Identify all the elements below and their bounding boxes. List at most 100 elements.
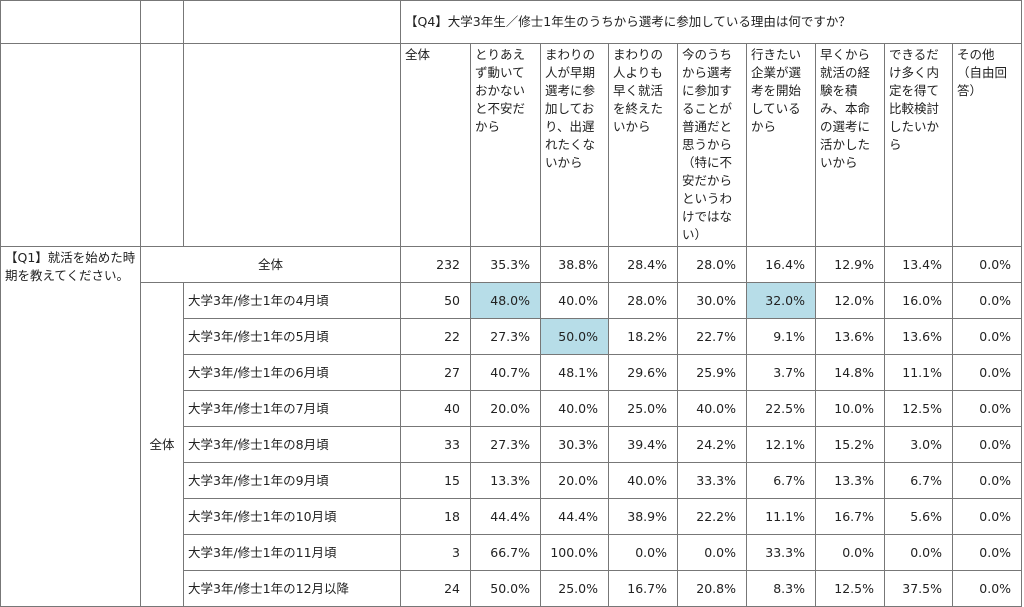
count-cell: 232 (400, 246, 471, 283)
value-cell: 8.3% (746, 570, 816, 607)
value-cell: 38.8% (540, 246, 609, 283)
value-cell: 33.3% (677, 462, 747, 499)
value-cell: 24.2% (677, 426, 747, 463)
value-cell: 0.0% (951, 570, 1023, 607)
value-cell: 48.1% (540, 354, 609, 391)
value-cell: 11.1% (884, 354, 953, 391)
value-cell: 9.1% (746, 318, 816, 355)
row-label: 大学3年/修士1年の5月頃 (183, 318, 401, 355)
table-row: 全体 大学3年/修士1年の4月頃 50 48.0% 40.0% 28.0% 30.0% 32.… (1, 282, 1023, 607)
value-cell: 16.4% (746, 246, 816, 283)
count-cell: 33 (400, 426, 471, 463)
value-cell: 12.0% (815, 282, 885, 319)
value-cell: 40.7% (470, 354, 541, 391)
count-cell: 18 (400, 498, 471, 535)
value-cell: 16.0% (884, 282, 953, 319)
value-cell: 16.7% (608, 570, 678, 607)
value-cell: 14.8% (815, 354, 885, 391)
count-cell: 27 (400, 354, 471, 391)
value-cell: 20.0% (470, 390, 541, 427)
value-cell: 44.4% (470, 498, 541, 535)
value-cell: 25.0% (608, 390, 678, 427)
value-cell: 0.0% (815, 534, 885, 571)
column-header: まわりの人が早期選考に参加しており、出遅れたくないから (540, 43, 609, 247)
column-header: 早くから就活の経験を積み、本命の選考に活かしたいから (815, 43, 885, 247)
value-cell: 22.5% (746, 390, 816, 427)
row-label: 大学3年/修士1年の7月頃 (183, 390, 401, 427)
value-cell: 0.0% (951, 462, 1023, 499)
count-cell: 22 (400, 318, 471, 355)
table-row: 大学3年/修士1年の8月頃 33 27.3% 30.3% 39.4% 24.2% 12.1%… (1, 426, 1023, 463)
question-title: 【Q1】就活を始めた時期を教えてください。 (0, 246, 141, 607)
table-row: 【Q4】大学3年生／修士1年生のうちから選考に参加している理由は何ですか？ (0, 0, 1023, 44)
value-cell: 16.7% (815, 498, 885, 535)
value-cell: 27.3% (470, 426, 541, 463)
value-cell: 13.6% (815, 318, 885, 355)
value-cell: 13.3% (815, 462, 885, 499)
value-cell: 22.2% (677, 498, 747, 535)
value-cell: 37.5% (884, 570, 953, 607)
value-cell: 100.0% (540, 534, 609, 571)
column-header: 行きたい企業が選考を開始しているから (746, 43, 816, 247)
value-cell: 33.3% (746, 534, 816, 571)
question-title: 【Q4】大学3年生／修士1年生のうちから選考に参加している理由は何ですか？ (399, 0, 1023, 44)
column-header: とりあえず動いておかないと不安だから (470, 43, 541, 247)
row-label: 大学3年/修士1年の9月頃 (183, 462, 401, 499)
column-header: 今のうちから選考に参加することが普通だと思うから（特に不安だからというわけではな… (677, 43, 747, 247)
table-row: 大学3年/修士1年の10月頃 18 44.4% 44.4% 38.9% 22.2% 11.1… (1, 498, 1023, 535)
value-cell: 3.0% (884, 426, 953, 463)
empty-cell (183, 0, 401, 44)
value-cell: 29.6% (608, 354, 678, 391)
value-cell: 0.0% (951, 498, 1023, 535)
row-label: 大学3年/修士1年の4月頃 (183, 282, 401, 319)
row-label: 大学3年/修士1年の6月頃 (183, 354, 401, 391)
value-cell: 20.0% (540, 462, 609, 499)
empty-cell (140, 0, 184, 44)
value-cell: 18.2% (608, 318, 678, 355)
value-cell: 0.0% (951, 354, 1023, 391)
value-cell: 40.0% (540, 390, 609, 427)
value-cell: 50.0% (470, 570, 541, 607)
value-cell: 44.4% (540, 498, 609, 535)
value-cell: 5.6% (884, 498, 953, 535)
value-cell: 0.0% (951, 390, 1023, 427)
row-label: 大学3年/修士1年の10月頃 (183, 498, 401, 535)
value-cell: 15.2% (815, 426, 885, 463)
value-cell: 22.7% (677, 318, 747, 355)
value-cell: 10.0% (815, 390, 885, 427)
value-cell: 40.0% (677, 390, 747, 427)
table-row: 大学3年/修士1年の5月頃 22 27.3% 50.0% 18.2% 22.7% 9.1% 1… (1, 318, 1023, 355)
value-cell: 35.3% (470, 246, 541, 283)
count-cell: 15 (400, 462, 471, 499)
value-cell: 0.0% (951, 426, 1023, 463)
value-cell: 50.0% (540, 318, 609, 355)
count-cell: 24 (400, 570, 471, 607)
value-cell: 0.0% (951, 318, 1023, 355)
value-cell: 32.0% (746, 282, 816, 319)
table-row: 全体 とりあえず動いておかないと不安だから まわりの人が早期選考に参加しており、出遅… (0, 43, 1023, 247)
value-cell: 30.3% (540, 426, 609, 463)
value-cell: 13.4% (884, 246, 953, 283)
value-cell: 48.0% (470, 282, 541, 319)
value-cell: 13.3% (470, 462, 541, 499)
value-cell: 12.9% (815, 246, 885, 283)
row-label: 全体 (140, 246, 401, 283)
column-header: できるだけ多く内定を得て比較検討したいから (884, 43, 953, 247)
empty-cell (140, 43, 184, 247)
group-label: 全体 (140, 282, 184, 607)
value-cell: 0.0% (884, 534, 953, 571)
value-cell: 39.4% (608, 426, 678, 463)
column-header: まわりの人よりも早く就活を終えたいから (608, 43, 678, 247)
value-cell: 28.4% (608, 246, 678, 283)
value-cell: 6.7% (746, 462, 816, 499)
value-cell: 12.1% (746, 426, 816, 463)
value-cell: 12.5% (884, 390, 953, 427)
row-label: 大学3年/修士1年の12月以降 (183, 570, 401, 607)
value-cell: 28.0% (608, 282, 678, 319)
value-cell: 25.9% (677, 354, 747, 391)
value-cell: 20.8% (677, 570, 747, 607)
value-cell: 3.7% (746, 354, 816, 391)
row-label: 大学3年/修士1年の8月頃 (183, 426, 401, 463)
